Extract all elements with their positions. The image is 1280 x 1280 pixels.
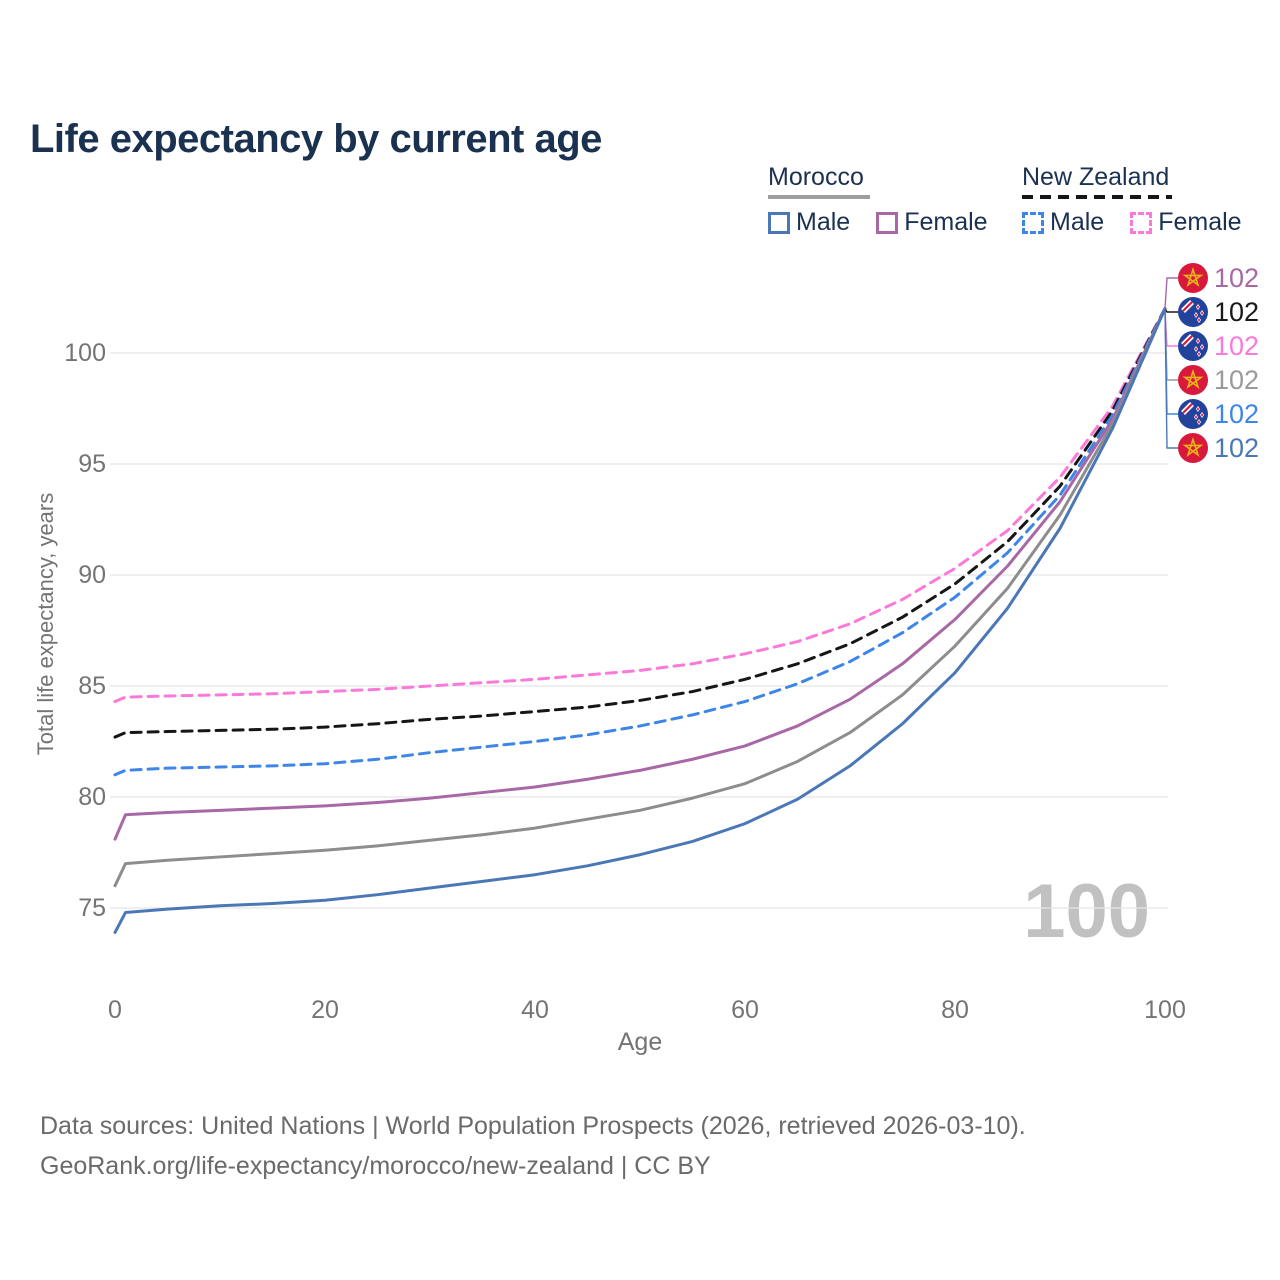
new-zealand-flag-icon <box>1178 399 1208 429</box>
x-tick-label: 100 <box>1144 996 1186 1024</box>
page-title: Life expectancy by current age <box>30 116 602 161</box>
series-line-morocco-total <box>113 307 1167 888</box>
legend-country-new-zealand: New Zealand <box>1022 163 1170 191</box>
morocco-total-line-key <box>768 195 870 199</box>
legend-item-morocco-female[interactable]: Female <box>876 208 988 237</box>
end-label-leader <box>1164 308 1178 449</box>
legend-item-new-zealand-male[interactable]: Male <box>1022 208 1104 237</box>
legend-group-morocco: Morocco Male Female <box>768 163 988 237</box>
new-zealand-flag-icon <box>1178 297 1208 327</box>
morocco-female-swatch-icon <box>876 211 899 234</box>
series-line-morocco-female <box>113 307 1167 841</box>
new-zealand-male-swatch-icon <box>1022 211 1044 234</box>
x-tick-label: 40 <box>521 996 549 1024</box>
y-tick-label: 80 <box>78 783 106 811</box>
end-label-leader <box>1164 277 1178 309</box>
x-tick-label: 0 <box>108 996 122 1024</box>
end-label-leader <box>1164 308 1178 347</box>
series-line-morocco-male <box>113 307 1167 934</box>
legend-item-label: Female <box>904 208 988 236</box>
legend-group-new-zealand: New Zealand Male Female <box>1022 163 1242 237</box>
morocco-flag-icon <box>1178 263 1208 293</box>
y-tick-label: 90 <box>78 561 106 589</box>
y-tick-label: 75 <box>78 894 106 922</box>
legend-country-morocco: Morocco <box>768 163 864 191</box>
y-tick-label: 100 <box>64 339 106 367</box>
series-line-new-zealand-female <box>113 307 1167 704</box>
end-label-value: 102 <box>1214 433 1259 463</box>
end-label-value: 102 <box>1214 365 1259 395</box>
end-label-value: 102 <box>1214 263 1259 293</box>
footer: Data sources: United Nations | World Pop… <box>40 1106 1026 1186</box>
data-sources-text: Data sources: United Nations | World Pop… <box>40 1112 1026 1140</box>
y-tick-label: 85 <box>78 672 106 700</box>
attribution-text: GeoRank.org/life-expectancy/morocco/new-… <box>40 1152 711 1180</box>
x-tick-label: 80 <box>941 996 969 1024</box>
end-label-value: 102 <box>1214 399 1259 429</box>
morocco-flag-icon <box>1178 433 1208 463</box>
morocco-male-swatch-icon <box>768 211 790 234</box>
series-line-new-zealand-male <box>113 307 1167 777</box>
end-label-leader <box>1164 308 1178 313</box>
morocco-flag-icon <box>1178 365 1208 395</box>
x-axis-title: Age <box>617 1028 663 1056</box>
end-label-value: 102 <box>1214 331 1259 361</box>
new-zealand-total-line-key <box>1022 195 1172 199</box>
end-label-value: 102 <box>1214 297 1259 327</box>
y-tick-label: 95 <box>78 450 106 478</box>
legend-item-label: Male <box>796 208 851 236</box>
legend-item-label: Male <box>1050 208 1105 236</box>
x-tick-label: 20 <box>311 996 339 1024</box>
age-counter-watermark: 100 <box>1023 869 1150 954</box>
legend-item-morocco-male[interactable]: Male <box>768 208 850 237</box>
legend-item-label: Female <box>1158 208 1242 236</box>
legend-item-new-zealand-female[interactable]: Female <box>1130 208 1242 237</box>
series-line-new-zealand-total <box>113 307 1167 739</box>
new-zealand-female-swatch-icon <box>1130 211 1153 234</box>
new-zealand-flag-icon <box>1178 331 1208 361</box>
x-tick-label: 60 <box>731 996 759 1024</box>
